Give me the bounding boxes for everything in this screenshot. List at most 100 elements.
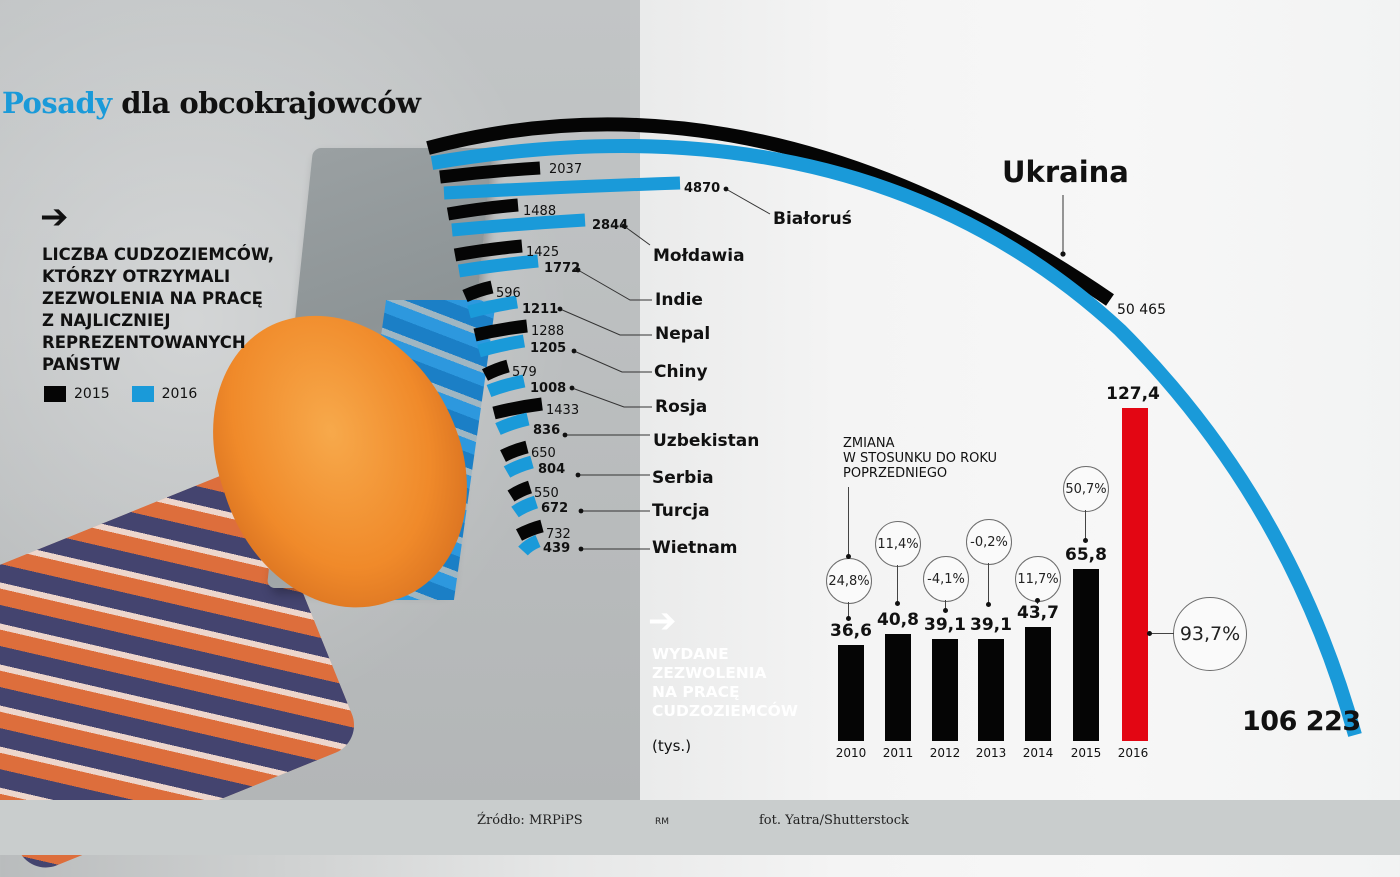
arrow-right-icon: ➔	[40, 197, 69, 237]
arrow-right-icon: ➔	[648, 601, 677, 641]
country-label: Białoruś	[773, 209, 852, 229]
bar-year-label: 2014	[1022, 746, 1054, 760]
permits-heading: WYDANE ZEZWOLENIA NA PRACĘ CUDZOZIEMCÓW	[652, 645, 798, 721]
bar-2011	[885, 634, 911, 741]
value-2015: 732	[546, 527, 571, 542]
legend-item-2016: 2016	[131, 386, 198, 402]
bar-2010	[838, 645, 864, 741]
country-label: Indie	[655, 290, 703, 310]
bubble-dot	[1147, 631, 1152, 636]
bar-year-label: 2013	[975, 746, 1007, 760]
change-heading-line: ZMIANA	[843, 436, 895, 451]
bubble-leader	[1085, 510, 1086, 540]
change-bubble: 11,4%	[875, 521, 921, 567]
bar-value: 65,8	[1065, 545, 1107, 565]
arc-chart	[426, 117, 1362, 737]
value-2016: 2844	[592, 218, 629, 233]
value-2016: 1205	[530, 341, 567, 356]
legend-label: 2016	[161, 386, 198, 402]
legend-heading: LICZBA CUDZOZIEMCÓW, KTÓRZY OTRZYMALI ZE…	[42, 244, 312, 376]
value-2016: 1008	[530, 381, 567, 396]
legend-label: 2015	[74, 386, 110, 402]
bubble-leader	[897, 565, 898, 603]
legend: 2015 2016	[44, 386, 197, 402]
value-2015: 596	[496, 286, 521, 301]
legend-heading-line: ZEZWOLENIA NA PRACĘ	[42, 289, 263, 308]
value-2016: 804	[538, 462, 566, 477]
country-label: Wietnam	[652, 538, 738, 558]
value-2016: 1211	[522, 302, 559, 317]
value-2015-ukraina: 50 465	[1117, 302, 1166, 318]
bar-2013	[978, 638, 1004, 741]
permits-heading-line: WYDANE	[652, 645, 729, 663]
bubble-dot	[942, 608, 948, 613]
country-label: Serbia	[652, 468, 714, 488]
permits-heading-line: CUDZOZIEMCÓW	[652, 702, 798, 720]
country-label: Mołdawia	[653, 246, 745, 266]
value-2015: 1488	[523, 204, 557, 219]
change-heading-line: W STOSUNKU DO ROKU	[843, 451, 998, 466]
country-label: Nepal	[655, 324, 711, 344]
bubble-dot	[1034, 598, 1040, 603]
change-bubble: 50,7%	[1063, 466, 1109, 512]
value-2016: 672	[541, 501, 569, 516]
bar-2012	[932, 638, 958, 741]
country-label-ukraina: Ukraina	[1002, 155, 1129, 189]
value-2015: 550	[534, 486, 559, 501]
change-bubble: 11,7%	[1015, 556, 1061, 602]
legend-heading-line: Z NAJLICZNIEJ	[42, 311, 171, 330]
legend-swatch-black	[44, 386, 66, 402]
bubble-leader	[1150, 633, 1174, 634]
bar-2016	[1122, 408, 1148, 741]
country-label: Chiny	[654, 362, 708, 382]
legend-heading-line: REPREZENTOWANYCH	[42, 333, 246, 352]
value-2015: 1433	[546, 403, 580, 418]
legend-swatch-blue	[131, 386, 154, 402]
change-bubble: -4,1%	[923, 556, 969, 602]
bubble-dot	[845, 616, 851, 621]
country-label: Uzbekistan	[653, 431, 760, 451]
bubble-dot	[985, 602, 991, 607]
legend-heading-line: PAŃSTW	[42, 355, 121, 374]
bar-value: 39,1	[924, 614, 966, 635]
photo-credit: fot. Yatra/Shutterstock	[759, 813, 909, 828]
bar-value: 39,1	[970, 614, 1012, 635]
permits-heading-line: ZEZWOLENIA	[652, 664, 767, 682]
bubble-leader	[988, 563, 989, 604]
bar-year-label: 2011	[882, 746, 914, 760]
author-credit: RM	[655, 817, 670, 827]
legend-heading-line: LICZBA CUDZOZIEMCÓW,	[42, 245, 275, 264]
value-2015: 1425	[526, 245, 560, 260]
value-2015: 650	[531, 446, 556, 461]
title-highlight: Posady	[2, 86, 112, 120]
value-2016-ukraina: 106 223	[1242, 706, 1361, 737]
title-rest: dla obcokrajowców	[121, 86, 421, 120]
source-credit: Źródło: MRPiPS	[477, 813, 583, 828]
change-bubble: 93,7%	[1173, 597, 1247, 671]
value-2015: 2037	[549, 162, 583, 177]
bubble-dot	[845, 554, 851, 559]
footer-band	[0, 800, 1400, 855]
change-heading-line: POPRZEDNIEGO	[843, 466, 948, 481]
bar-value: 40,8	[877, 610, 919, 631]
bar-value: 127,4	[1106, 384, 1160, 404]
bar-year-label: 2015	[1070, 746, 1102, 760]
change-heading: ZMIANA W STOSUNKU DO ROKU POPRZEDNIEGO	[843, 436, 997, 481]
legend-heading-line: KTÓRZY OTRZYMALI	[42, 267, 231, 286]
bar-value: 36,6	[830, 621, 872, 642]
value-2015: 1288	[531, 324, 565, 339]
value-2015: 579	[512, 365, 537, 380]
page-title: Posady dla obcokrajowców	[2, 86, 421, 120]
change-bubble: -0,2%	[966, 519, 1012, 565]
country-label: Rosja	[655, 397, 708, 417]
permits-unit: (tys.)	[652, 737, 692, 755]
bar-year-label: 2016	[1117, 746, 1149, 760]
value-2016: 439	[543, 541, 571, 556]
value-2016: 4870	[684, 181, 721, 196]
bar-value: 43,7	[1017, 602, 1059, 623]
change-heading-leader	[848, 487, 849, 558]
bubble-leader	[945, 600, 946, 610]
bar-year-label: 2012	[929, 746, 961, 760]
value-2016: 1772	[544, 261, 581, 276]
bar-year-label: 2010	[835, 746, 867, 760]
